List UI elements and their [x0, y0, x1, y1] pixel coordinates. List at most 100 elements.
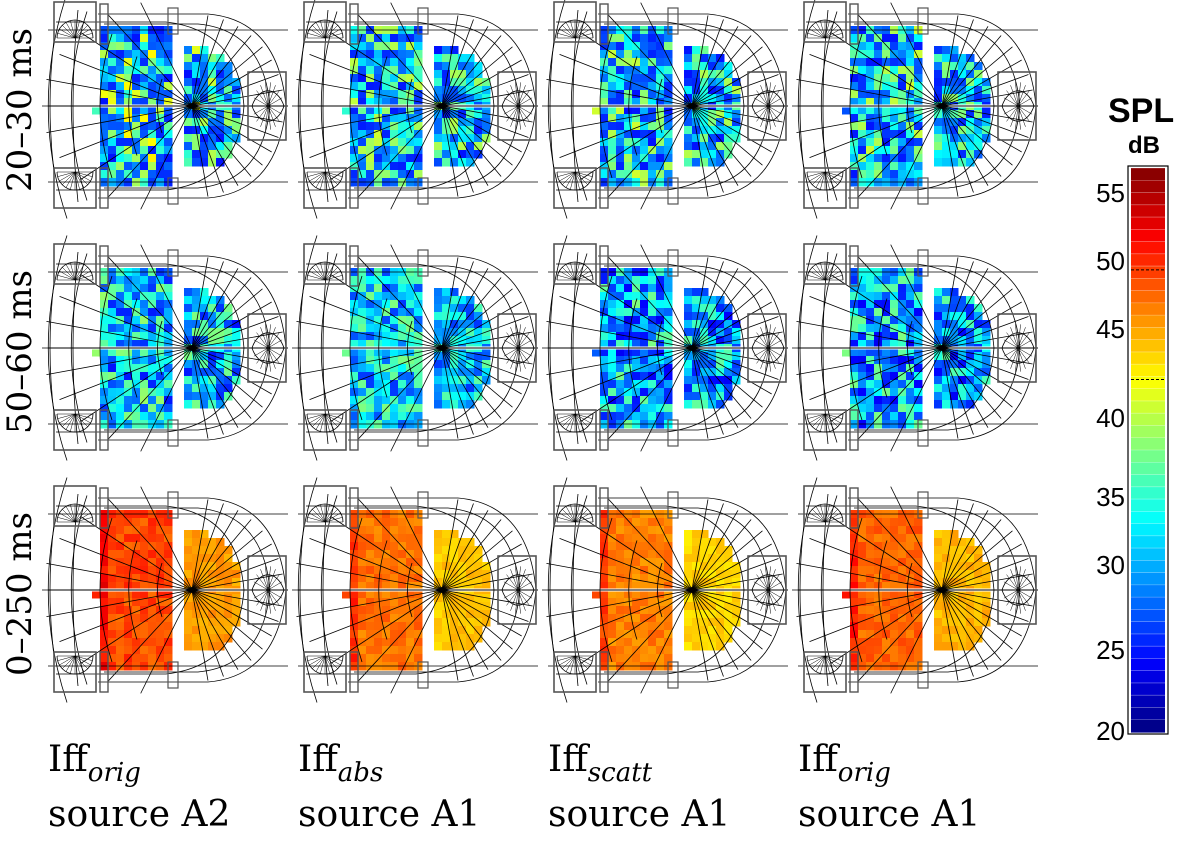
heat-cell	[156, 162, 165, 171]
heat-cell	[866, 396, 875, 405]
heat-cell	[974, 368, 983, 377]
heat-cell	[934, 142, 943, 151]
heat-cell	[906, 162, 915, 171]
heat-cell	[616, 590, 625, 599]
heat-cell	[216, 610, 225, 619]
heat-cell	[216, 400, 225, 409]
heat-cell	[632, 130, 641, 139]
heat-cell	[474, 626, 483, 635]
heat-cell	[966, 400, 975, 409]
heat-cell	[466, 368, 475, 377]
heat-cell	[890, 66, 899, 75]
heat-cell	[882, 412, 891, 421]
heat-cell	[358, 542, 367, 551]
heat-cell	[216, 538, 225, 547]
heat-cell	[390, 654, 399, 663]
heat-cell	[148, 638, 157, 647]
colorbar-step	[1131, 266, 1165, 279]
heat-cell	[966, 336, 975, 345]
heat-cell	[132, 380, 141, 389]
heat-cell	[208, 392, 217, 401]
heat-cell	[458, 352, 467, 361]
heat-cell	[366, 348, 375, 357]
heat-cell	[224, 118, 233, 127]
heat-cell	[914, 396, 923, 405]
heat-cell	[350, 364, 359, 373]
heat-cell	[466, 304, 475, 313]
heat-cell	[124, 412, 133, 421]
heat-cell	[692, 352, 701, 361]
heat-cell	[958, 86, 967, 95]
heat-cell	[874, 106, 883, 115]
heat-cell	[866, 332, 875, 341]
heat-cell	[616, 90, 625, 99]
heat-cell	[640, 542, 649, 551]
heat-cell	[148, 90, 157, 99]
heat-cell	[124, 356, 133, 365]
heat-cell	[156, 638, 165, 647]
heat-cell	[648, 66, 657, 75]
heat-cell	[156, 332, 165, 341]
heat-cell	[950, 70, 959, 79]
heat-cell	[398, 526, 407, 535]
heat-cell	[358, 590, 367, 599]
heat-cell	[148, 348, 157, 357]
heat-cell	[132, 332, 141, 341]
heat-cell	[358, 300, 367, 309]
heatmap-cells	[592, 510, 741, 671]
heat-cell	[716, 352, 725, 361]
heat-cell	[906, 526, 915, 535]
heat-cell	[732, 618, 741, 627]
colorbar-step	[1131, 364, 1165, 378]
heat-cell	[390, 162, 399, 171]
heat-cell	[192, 352, 201, 361]
heat-cell	[434, 554, 443, 563]
heat-cell	[906, 146, 915, 155]
heat-cell	[184, 368, 193, 377]
heat-cell	[648, 630, 657, 639]
heat-cell	[200, 94, 209, 103]
heat-cell	[640, 550, 649, 559]
heat-cell	[366, 42, 375, 51]
heat-cell	[450, 610, 459, 619]
heat-cell	[974, 562, 983, 571]
heat-cell	[906, 388, 915, 397]
heat-cell	[866, 622, 875, 631]
heat-cell	[358, 558, 367, 567]
heat-cell	[398, 50, 407, 59]
heat-cell	[208, 546, 217, 555]
heat-cell	[366, 50, 375, 59]
heat-cell	[632, 558, 641, 567]
heat-cell	[600, 534, 609, 543]
heat-cell	[616, 138, 625, 147]
heat-cell	[192, 554, 201, 563]
heat-cell	[382, 42, 391, 51]
heat-cell	[640, 590, 649, 599]
heat-cell	[350, 316, 359, 325]
heat-cell	[184, 328, 193, 337]
heat-cell	[624, 622, 633, 631]
heat-cell	[366, 34, 375, 43]
heat-cell	[890, 404, 899, 413]
panel-r2-c3	[792, 477, 1038, 703]
heat-cell	[450, 530, 459, 539]
heat-cell	[950, 296, 959, 305]
heat-cell	[858, 114, 867, 123]
heat-cell	[382, 154, 391, 163]
heat-cell	[450, 134, 459, 143]
heat-cell	[616, 50, 625, 59]
heat-cell	[692, 134, 701, 143]
heat-cell	[616, 114, 625, 123]
heat-cell	[366, 90, 375, 99]
heat-cell	[366, 162, 375, 171]
heat-cell	[164, 526, 173, 535]
heat-cell	[156, 534, 165, 543]
colorbar-step	[1131, 229, 1165, 243]
heat-cell	[350, 404, 359, 413]
heat-cell	[164, 66, 173, 75]
heat-cell	[124, 106, 133, 115]
heat-cell	[898, 356, 907, 365]
heat-cell	[882, 82, 891, 91]
heat-cell	[382, 340, 391, 349]
heat-cell	[664, 138, 673, 147]
